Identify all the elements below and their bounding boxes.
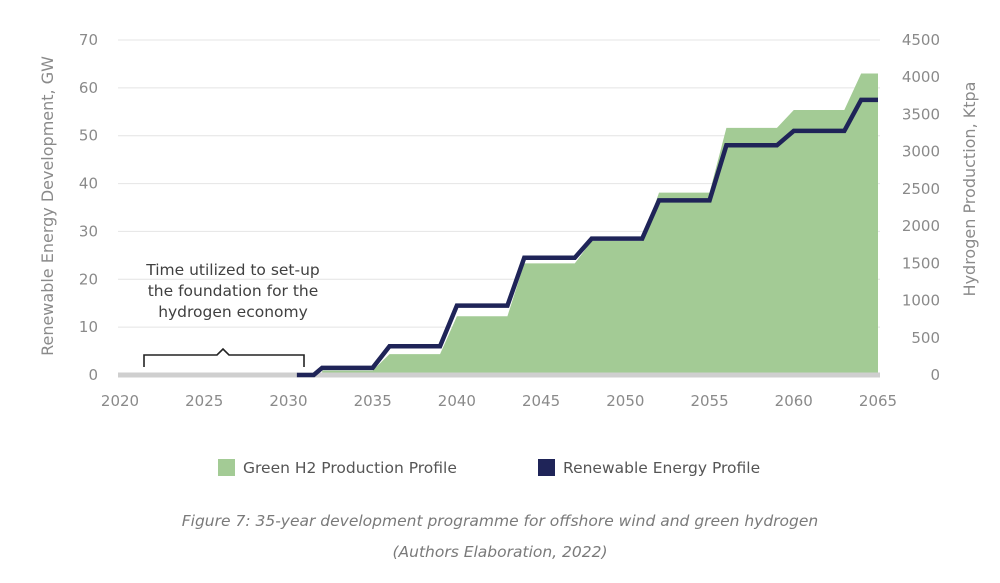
x-tick-label: 2035: [354, 392, 392, 410]
legend-swatch-renewable: [538, 459, 555, 476]
annotation-line-3: hydrogen economy: [158, 303, 308, 321]
y-axis-left-ticks: 0 10 20 30 40 50 60 70: [79, 31, 98, 384]
series-area-green-h2: [305, 73, 878, 375]
annotation-bracket: [143, 347, 305, 367]
setup-period-annotation: Time utilized to set-up the foundation f…: [143, 261, 320, 367]
y-right-tick-label: 1500: [902, 254, 940, 272]
x-tick-label: 2020: [101, 392, 139, 410]
y-left-tick-label: 10: [79, 318, 98, 336]
annotation-line-1: Time utilized to set-up: [145, 261, 320, 279]
y-right-tick-label: 3000: [902, 143, 940, 161]
y-left-tick-label: 60: [79, 79, 98, 97]
x-tick-label: 2060: [775, 392, 813, 410]
legend: Green H2 Production Profile Renewable En…: [218, 459, 760, 477]
y-right-tick-label: 2500: [902, 180, 940, 198]
y-left-tick-label: 40: [79, 175, 98, 193]
x-axis-ticks: 2020 2025 2030 2035 2040 2045 2050 2055 2060 2065: [101, 392, 897, 410]
x-tick-label: 2065: [859, 392, 897, 410]
x-tick-label: 2040: [438, 392, 476, 410]
y-left-tick-label: 0: [88, 366, 98, 384]
annotation-line-2: the foundation for the: [148, 282, 319, 300]
legend-label-h2: Green H2 Production Profile: [243, 459, 457, 477]
y-left-tick-label: 20: [79, 270, 98, 288]
legend-label-renewable: Renewable Energy Profile: [563, 459, 760, 477]
x-tick-label: 2050: [606, 392, 644, 410]
x-tick-label: 2025: [185, 392, 223, 410]
y-axis-left-title: Renewable Energy Development, GW: [38, 56, 57, 356]
y-right-tick-label: 1000: [902, 292, 940, 310]
y-right-tick-label: 4000: [902, 68, 940, 86]
renewable-line-series: [296, 97, 878, 378]
y-axis-right-title: Hydrogen Production, Ktpa: [960, 82, 979, 297]
y-right-tick-label: 3500: [902, 105, 940, 123]
x-tick-label: 2055: [690, 392, 728, 410]
x-tick-label: 2030: [269, 392, 307, 410]
y-left-tick-label: 70: [79, 31, 98, 49]
x-tick-label: 2045: [522, 392, 560, 410]
h2-area-series: [305, 73, 878, 375]
gridlines: [118, 39, 880, 328]
y-right-tick-label: 4500: [902, 31, 940, 49]
y-right-tick-label: 2000: [902, 217, 940, 235]
figure-caption: Figure 7: 35-year development programme …: [181, 512, 819, 530]
y-right-tick-label: 500: [911, 329, 940, 347]
legend-swatch-h2: [218, 459, 235, 476]
series-line-renewable: [296, 97, 878, 378]
y-left-tick-label: 50: [79, 127, 98, 145]
y-left-tick-label: 30: [79, 222, 98, 240]
y-right-tick-label: 0: [930, 366, 940, 384]
figure-source: (Authors Elaboration, 2022): [392, 543, 608, 561]
y-axis-right-ticks: 0 500 1000 1500 2000 2500 3000 3500 4000 4500: [902, 31, 940, 384]
